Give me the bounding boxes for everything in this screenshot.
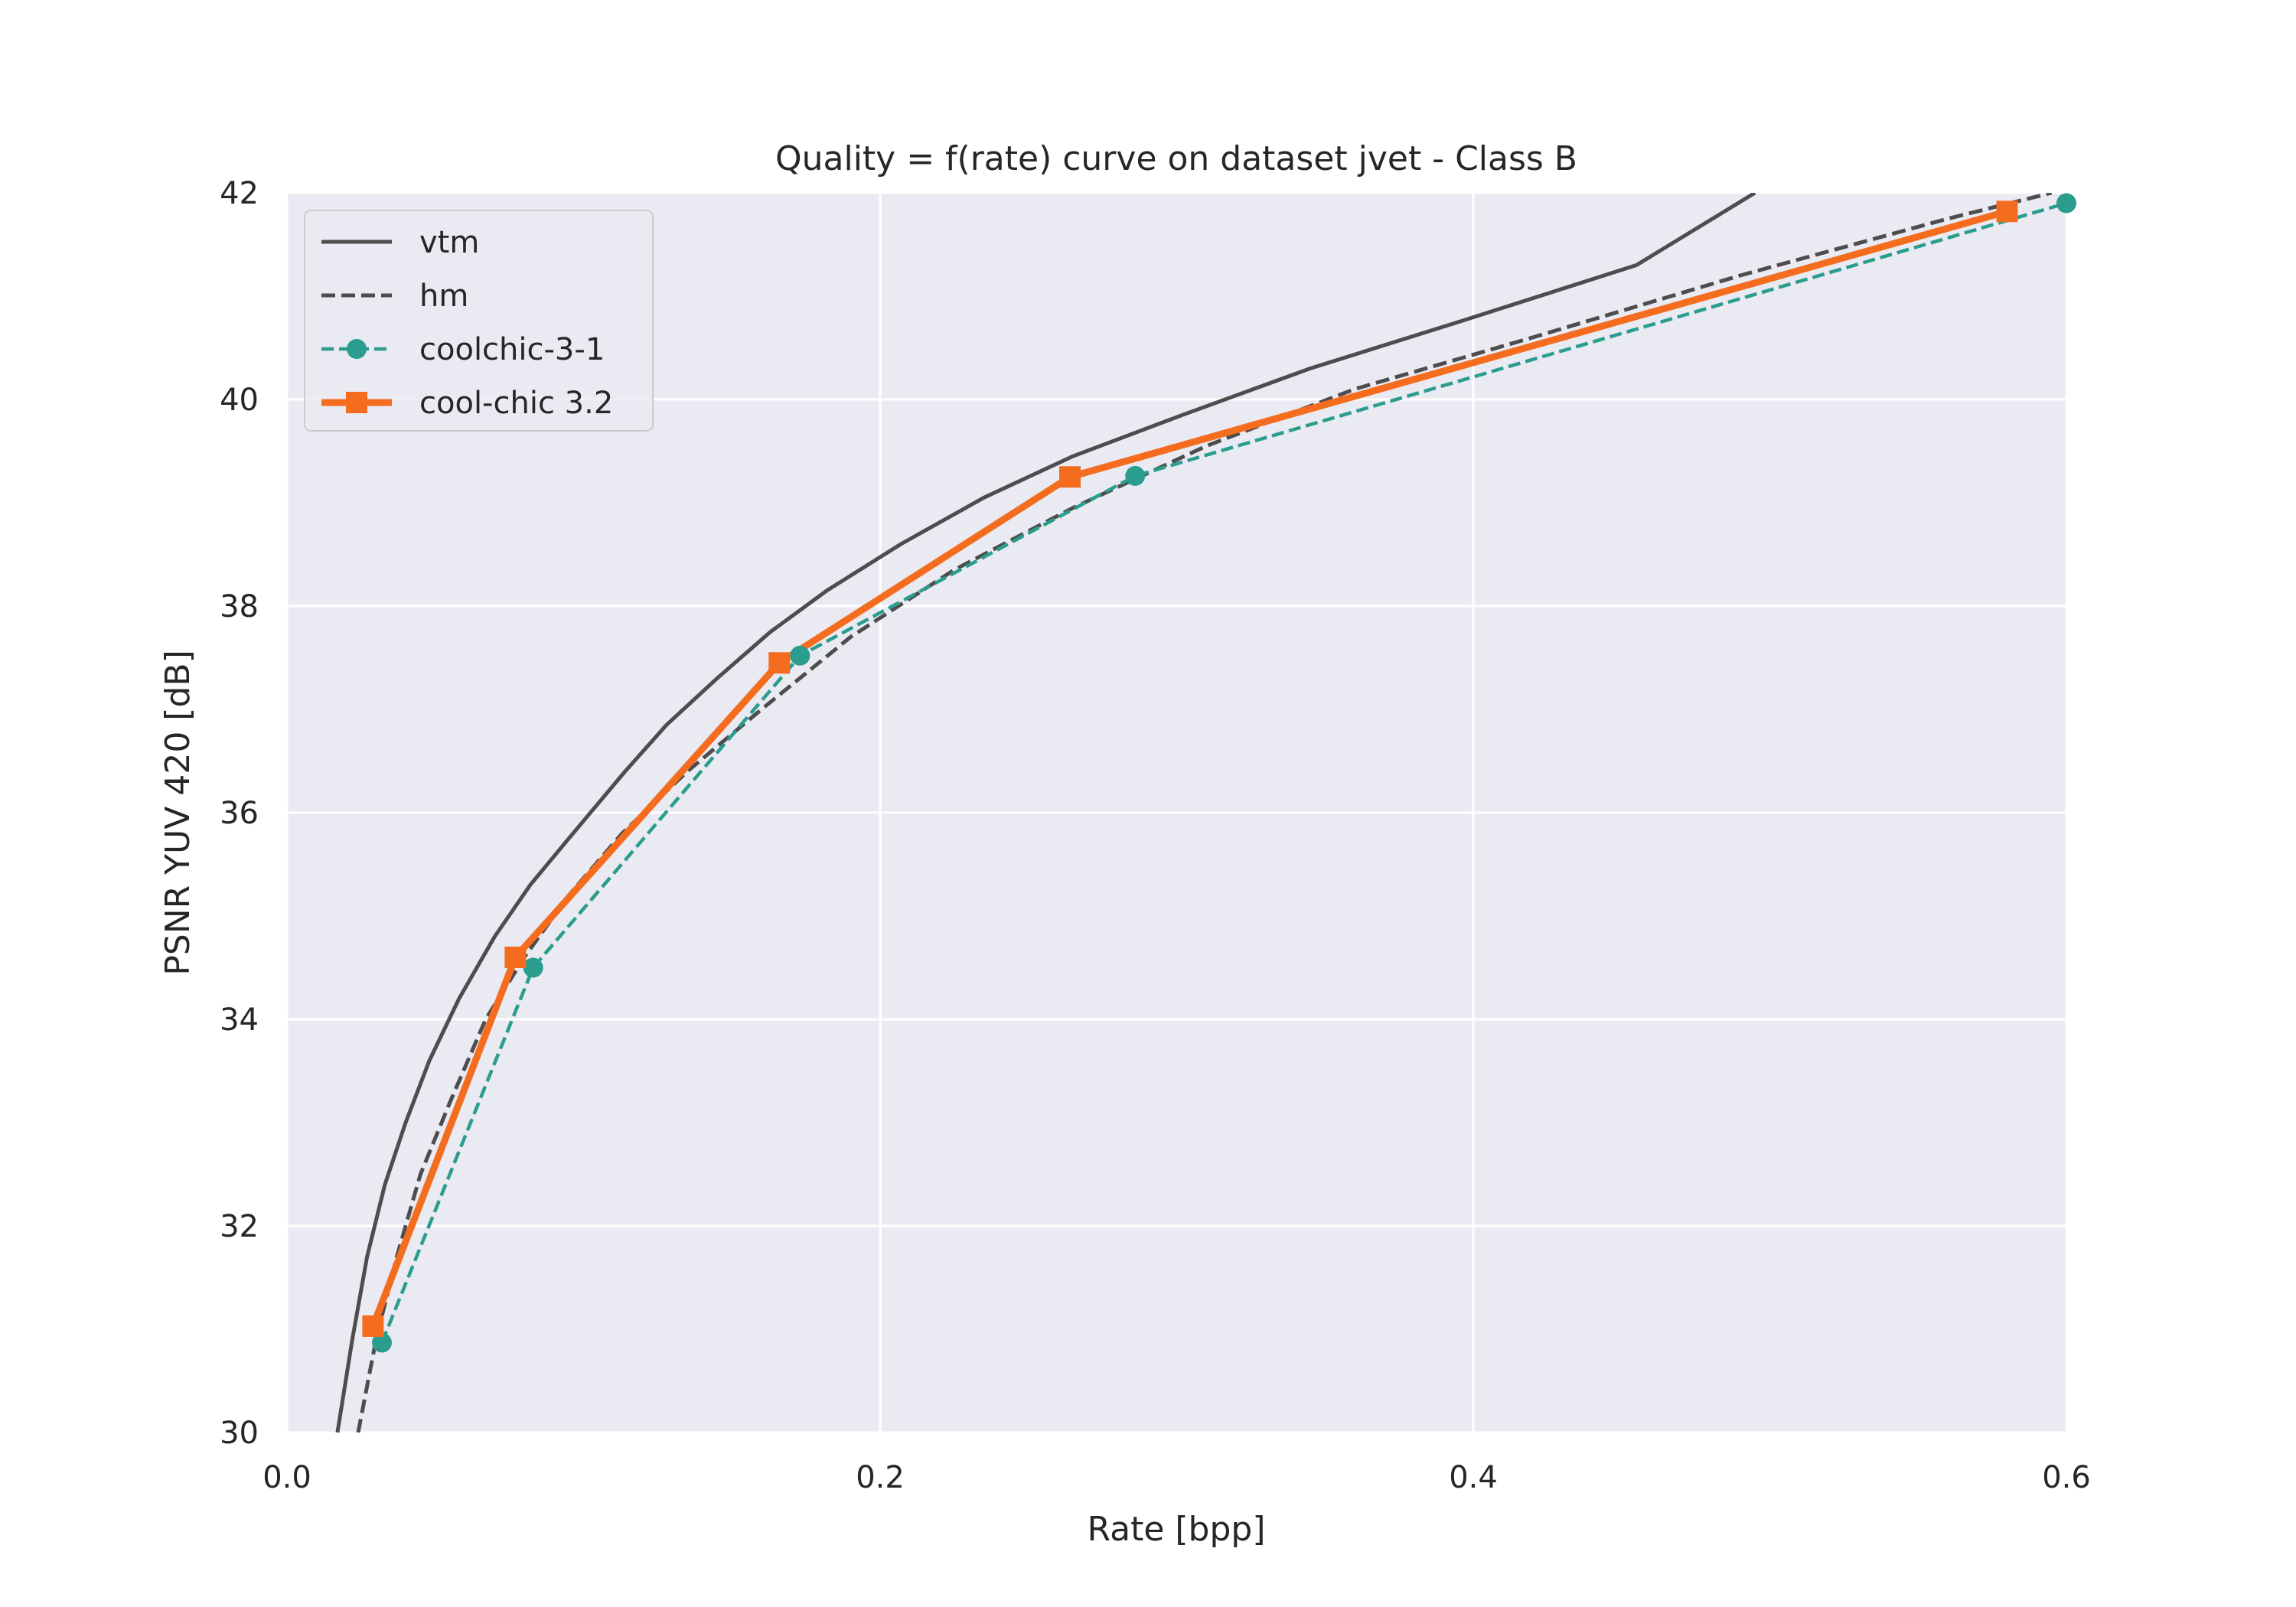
y-tick-label: 42 [220, 176, 259, 211]
legend-box [304, 210, 654, 432]
legend-item-hm: hm [321, 279, 468, 314]
data-point-coolchic-3-1 [523, 957, 543, 978]
y-tick-label: 34 [220, 1002, 259, 1038]
marker-layer [362, 193, 2076, 1353]
legend-item-cool-chic-3-2: cool-chic 3.2 [321, 386, 613, 421]
data-point-cool-chic-3-2 [504, 947, 527, 968]
y-tick-label: 40 [220, 383, 259, 418]
chart-title: Quality = f(rate) curve on dataset jvet … [775, 139, 1577, 178]
legend-label: vtm [419, 225, 479, 260]
y-tick-label: 30 [220, 1416, 259, 1451]
legend-marker [347, 339, 367, 359]
data-point-coolchic-3-1 [1125, 465, 1146, 486]
legend-label: coolchic-3-1 [419, 332, 605, 367]
series-line-hm [356, 193, 2053, 1433]
x-tick-label: 0.4 [1449, 1460, 1498, 1495]
data-point-cool-chic-3-2 [362, 1315, 384, 1337]
series-line-vtm [335, 193, 1756, 1433]
tick-labels: 0.0 0.2 0.4 0.6 30 32 34 36 38 40 42 [220, 176, 2091, 1495]
data-point-coolchic-3-1 [372, 1332, 392, 1353]
data-point-cool-chic-3-2 [1996, 200, 2018, 223]
x-tick-label: 0.6 [2042, 1460, 2091, 1495]
legend-label: hm [419, 279, 468, 314]
grid-lines [285, 191, 2068, 1434]
data-point-coolchic-3-1 [790, 645, 810, 666]
legend-label: cool-chic 3.2 [419, 386, 613, 421]
x-axis-label: Rate [bpp] [1088, 1510, 1266, 1549]
legend-item-vtm: vtm [321, 225, 479, 260]
y-tick-label: 38 [220, 589, 259, 624]
x-tick-label: 0.2 [856, 1460, 905, 1495]
legend-marker [346, 392, 367, 413]
legend: vtm hm coolchic-3-1 cool-chic 3.2 [304, 210, 654, 432]
data-point-cool-chic-3-2 [768, 652, 791, 674]
legend-item-coolchic-3-1: coolchic-3-1 [321, 332, 605, 367]
y-tick-label: 36 [220, 796, 259, 831]
y-tick-label: 32 [220, 1209, 259, 1244]
y-axis-label: PSNR YUV 420 [dB] [158, 650, 197, 976]
data-point-coolchic-3-1 [2056, 193, 2076, 214]
x-tick-label: 0.0 [263, 1460, 311, 1495]
data-point-cool-chic-3-2 [1059, 466, 1081, 488]
